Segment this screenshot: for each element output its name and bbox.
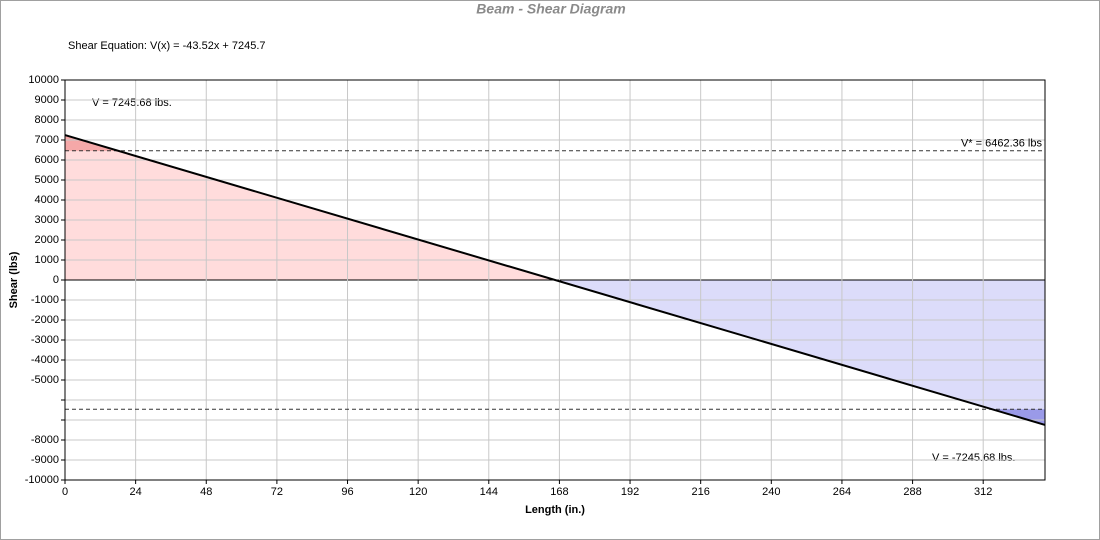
x-tick-label: 48 (200, 486, 212, 498)
y-tick-label: -1000 (31, 294, 59, 306)
y-tick-label: 1000 (35, 254, 59, 266)
y-tick-label: -8000 (31, 434, 59, 446)
reference-label: V* = 6462.36 lbs (961, 138, 1043, 150)
marks: 1000090008000700060005000400030002000100… (25, 74, 1046, 498)
equation-annotation: Shear Equation: V(x) = -43.52x + 7245.7 (68, 40, 266, 52)
y-tick-label: 9000 (35, 94, 59, 106)
y-tick-label: 8000 (35, 114, 59, 126)
y-tick-label: -2000 (31, 314, 59, 326)
y-tick-label: -10000 (25, 474, 59, 486)
y-tick-label: 7000 (35, 134, 59, 146)
y-tick-label: 2000 (35, 234, 59, 246)
y-tick-label: 4000 (35, 194, 59, 206)
x-tick-label: 288 (903, 486, 921, 498)
grid (64, 79, 1045, 481)
x-tick-label: 168 (550, 486, 568, 498)
y-tick-label: -3000 (31, 334, 59, 346)
y-tick-label: -5000 (31, 374, 59, 386)
x-tick-label: 144 (480, 486, 498, 498)
x-tick-label: 264 (833, 486, 851, 498)
y-tick-label: 0 (53, 274, 59, 286)
x-tick-label: 24 (130, 486, 142, 498)
x-tick-label: 216 (691, 486, 709, 498)
y-tick-label: 3000 (35, 214, 59, 226)
x-tick-label: 96 (341, 486, 353, 498)
y-tick-label: 6000 (35, 154, 59, 166)
x-tick-label: 72 (271, 486, 283, 498)
x-tick-label: 192 (621, 486, 639, 498)
y-tick-label: 5000 (35, 174, 59, 186)
min-annotation: V = -7245.68 lbs. (932, 452, 1015, 464)
shear-line (64, 134, 1046, 426)
x-tick-label: 312 (974, 486, 992, 498)
x-tick-label: 0 (62, 486, 68, 498)
x-tick-label: 240 (762, 486, 780, 498)
max-annotation: V = 7245.68 lbs. (92, 97, 172, 109)
y-axis-title: Shear (lbs) (8, 251, 20, 308)
y-tick-label: -4000 (31, 354, 59, 366)
x-axis-title: Length (in.) (525, 504, 585, 516)
y-tick-label: 10000 (28, 74, 59, 86)
y-tick-label: -9000 (31, 454, 59, 466)
chart-title: Beam - Shear Diagram (476, 1, 625, 17)
plot-frame (64, 79, 1046, 481)
x-tick-label: 120 (409, 486, 427, 498)
